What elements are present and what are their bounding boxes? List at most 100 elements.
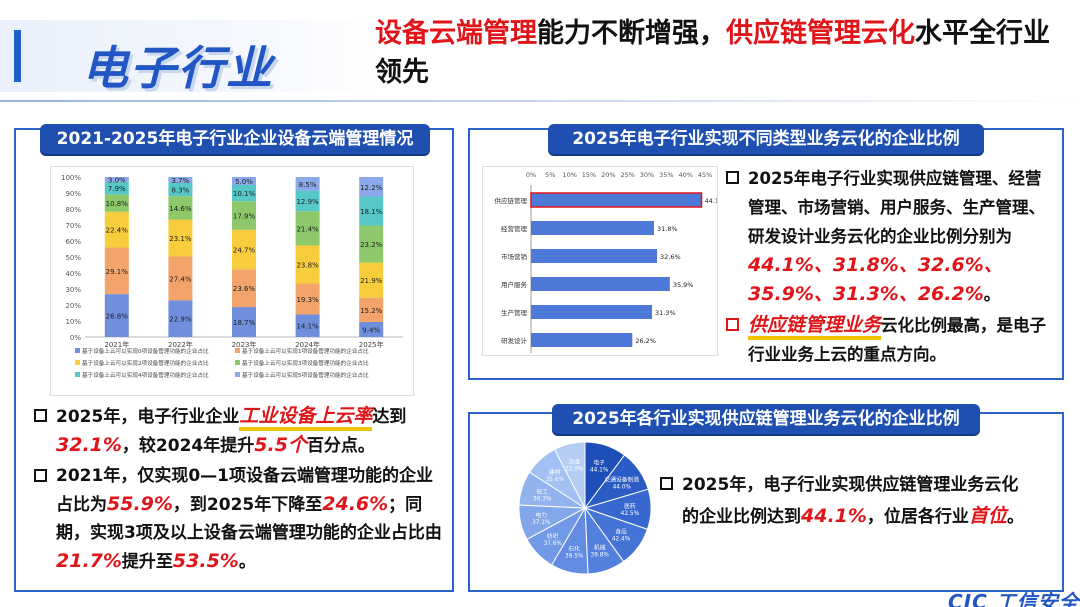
headline-red-1: 设备云端管理 [375, 18, 537, 49]
x-tick-label: 15% [582, 171, 596, 179]
data-label: 18.7% [233, 319, 256, 327]
data-label: 8.5% [299, 181, 317, 189]
bar-segment [295, 245, 320, 284]
bullet-highlight: 供应链管理业务 [748, 314, 882, 340]
data-label: 24.7% [233, 247, 256, 255]
y-tick-label: 60% [65, 238, 81, 246]
data-label: 44.1% [705, 197, 717, 205]
bar-segment [232, 307, 256, 337]
slice-category-label: 轻工 [536, 487, 548, 495]
slice-value-label: 32.9% [565, 466, 584, 472]
square-bullet-icon [660, 477, 673, 490]
x-tick-label: 0% [526, 171, 536, 179]
square-bullet-icon [34, 469, 47, 482]
bullet-business-share: 2025年电子行业实现供应链管理、经营管理、市场营销、用户服务、生产管理、研发设… [726, 164, 1054, 309]
bar-segment [104, 194, 129, 212]
x-tick-label: 2025年 [359, 340, 384, 349]
bar-segment [104, 247, 129, 295]
pie-chart-box: 电子 44.1% 交通设备制造 44.0% 医药 42.5% 食品 42.4% 机械 39.8% 石… [516, 438, 654, 578]
brand-logo: CIC 工信安全 [948, 590, 1080, 607]
slice-category-label: 石化 [568, 545, 580, 553]
headline-text-4: 水平全行业领先 [375, 18, 1050, 88]
slice-category-label: 食品 [615, 528, 627, 536]
bar-segment [295, 190, 320, 212]
bullet-text: 2025年电子行业实现供应链管理、经营管理、市场营销、用户服务、生产管理、研发设… [748, 169, 1045, 246]
x-tick-label: 10% [562, 171, 576, 179]
bullet-highlight: 53.5% [172, 550, 239, 572]
bar-segment [232, 201, 256, 230]
data-label: 5.0% [235, 178, 253, 186]
slice-value-label: 42.4% [612, 537, 631, 543]
x-tick-label: 20% [601, 171, 615, 179]
stacked-bar-chart: 0% 10% 20% 30% 40% 50% 60% 70% 80% 90% 100% 26.8% 29… [61, 174, 403, 379]
bullet-text: ；同期，实现3项及以上设备云端管理功能的企业占比由 [56, 495, 442, 543]
bar-segment [104, 181, 129, 195]
bullet-highlight: 44.1% [801, 505, 867, 527]
y-tick-label: 70% [65, 222, 81, 230]
data-label: 27.4% [169, 275, 192, 283]
bar-segment [232, 185, 256, 202]
data-label: 31.8% [657, 225, 678, 233]
bar-segment [168, 196, 193, 220]
slice-value-label: 39.5% [565, 554, 584, 560]
slice-category-label: 机械 [594, 543, 606, 551]
x-tick-label: 30% [640, 171, 654, 179]
slice-category-label: 纺织 [547, 532, 559, 540]
square-bullet-red-icon [726, 318, 739, 331]
panel-title-device-cloud: 2021-2025年电子行业企业设备云端管理情况 [40, 124, 430, 154]
bullet-function-share: 2021年，仅实现0—1项设备云端管理功能的企业占比为55.9%，到2025年下… [34, 462, 449, 576]
legend-swatch [235, 360, 240, 365]
data-label: 3.7% [172, 177, 190, 185]
slice-category-label: 建材 [549, 468, 561, 476]
x-tick-label: 45% [698, 171, 712, 179]
data-label: 14.1% [296, 323, 319, 331]
panel-title-business-cloud: 2025年电子行业实现不同类型业务云化的企业比例 [548, 124, 984, 154]
slice-value-label: 35.6% [546, 477, 565, 483]
panel-title-industry-supply-chain: 2025年各行业实现供应链管理业务云化的企业比例 [552, 404, 980, 434]
panel-business-cloud: 0% 5% 10% 15% 20% 25% 30% 35% 40% 45% 供应链管理 44.1% 经营… [468, 128, 1064, 380]
x-tick-label: 2021年 [104, 340, 129, 349]
slice-value-label: 39.8% [591, 552, 610, 558]
data-label: 23.8% [296, 262, 319, 270]
data-label: 23.2% [360, 241, 383, 249]
panel-industry-supply-chain: 电子 44.1% 交通设备制造 44.0% 医药 42.5% 食品 42.4% 机械 39.8% 石… [468, 412, 1064, 592]
slice-value-label: 44.0% [613, 484, 632, 490]
bullet-industry-rank: 2025年，电子行业实现供应链管理业务云化的企业比例达到44.1%，位居各行业首… [660, 470, 1032, 533]
data-label: 10.8% [106, 200, 129, 208]
data-label: 3.0% [108, 176, 126, 184]
slice-category-label: 医药 [624, 502, 636, 510]
bar-segment [359, 177, 384, 197]
y-tick-label: 10% [65, 318, 81, 326]
y-tick-label: 20% [65, 302, 81, 310]
bullet-text: 云化比例最高，是电子行业业务上云的重点方向。 [748, 316, 1047, 364]
y-tick-label: 50% [65, 254, 81, 262]
x-tick-label: 5% [545, 171, 555, 179]
headline-red-3: 供应链管理云化 [726, 18, 915, 49]
horizontal-bar-chart: 0% 5% 10% 15% 20% 25% 30% 35% 40% 45% 供应链管理 44.1% 经营… [495, 171, 725, 353]
bar-segment [168, 182, 193, 197]
bar-segment [168, 256, 193, 301]
bullet-text: 。 [238, 552, 256, 572]
data-label: 35.9% [673, 281, 694, 289]
y-tick-label: 90% [65, 190, 81, 198]
bullet-text: 。 [1006, 507, 1024, 527]
hbar-chart-box: 0% 5% 10% 15% 20% 25% 30% 35% 40% 45% 供应链管理 44.1% 经营… [482, 166, 725, 356]
data-label: 22.4% [106, 227, 129, 235]
legend-label: 基于设备上云可以实现0项设备管理功能的企业占比 [82, 347, 209, 355]
data-label: 29.1% [106, 268, 129, 276]
bar-segment [104, 294, 129, 337]
y-tick-label: 经营管理 [501, 224, 528, 233]
data-label: 10.1% [233, 190, 256, 198]
data-label: 15.2% [360, 307, 383, 315]
slice-category-label: 电力 [535, 511, 547, 519]
x-tick-label: 40% [678, 171, 692, 179]
legend-swatch [75, 360, 80, 365]
legend-swatch [75, 348, 80, 353]
bar-segment [232, 229, 256, 270]
bullet-highlight: 21.7% [56, 550, 122, 572]
legend-label: 基于设备上云可以实现1项设备管理功能的企业占比 [242, 347, 369, 355]
x-tick-label: 2024年 [295, 340, 320, 349]
data-label: 8.3% [172, 187, 190, 195]
slice-value-label: 42.5% [621, 511, 640, 517]
